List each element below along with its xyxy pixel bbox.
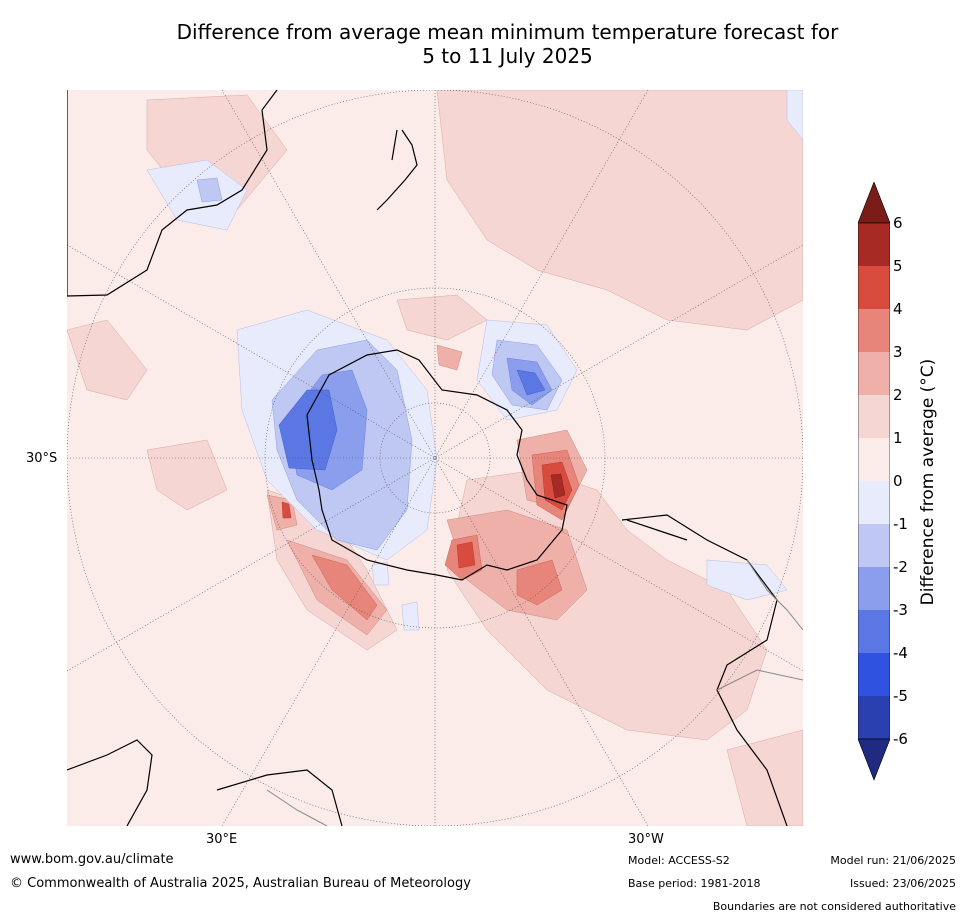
colorbar-bin — [858, 653, 890, 696]
colorbar-tick-label: -6 — [893, 730, 908, 748]
colorbar-bin — [858, 309, 890, 352]
anomaly-minus4-to-minus3-patches — [278, 369, 546, 471]
colorbar-bin — [858, 567, 890, 610]
colorbar-tick-label: 3 — [893, 343, 903, 361]
australia-coastline — [67, 90, 278, 297]
map-title: Difference from average mean minimum tem… — [60, 20, 955, 68]
colorbar-tick-label: -1 — [893, 515, 908, 533]
colorbar-tick-label: 0 — [893, 472, 903, 490]
colorbar-tick-label: -3 — [893, 601, 908, 619]
footer-copyright: © Commonwealth of Australia 2025, Austra… — [10, 876, 471, 891]
colorbar-tick-label: 2 — [893, 386, 903, 404]
colorbar-bin — [858, 610, 890, 653]
colorbar-tick-label: 4 — [893, 300, 903, 318]
title-line-1: Difference from average mean minimum tem… — [176, 20, 839, 44]
lat-label-30s: 30°S — [26, 451, 58, 466]
southern-africa-coastline — [216, 769, 343, 826]
colorbar-bin — [858, 438, 890, 481]
footer-issued: Issued: 23/06/2025 — [849, 877, 956, 890]
colorbar — [858, 182, 890, 781]
anomaly-3-to-4-patches — [311, 449, 580, 621]
colorbar-bin — [858, 352, 890, 395]
anomaly-4-to-5-patches — [281, 461, 573, 569]
footer-website: www.bom.gov.au/climate — [10, 852, 174, 867]
colorbar-tick-label: -5 — [893, 687, 908, 705]
title-line-2: 5 to 11 July 2025 — [422, 44, 593, 68]
footer-disclaimer: Boundaries are not considered authoritat… — [712, 900, 956, 913]
colorbar-bin — [858, 266, 890, 309]
anomaly-map — [67, 90, 803, 826]
colorbar-bin — [858, 223, 890, 266]
colorbar-bin — [858, 696, 890, 739]
colorbar-tick-label: -4 — [893, 644, 908, 662]
footer-base-period: Base period: 1981-2018 — [628, 877, 761, 890]
coastlines — [67, 90, 788, 826]
anomaly-5-to-6-patches — [550, 473, 566, 499]
colorbar-extend-max — [858, 182, 890, 224]
lon-label-30e: 30°E — [206, 832, 238, 847]
colorbar-bin — [858, 395, 890, 438]
colorbar-tick-label: 6 — [893, 214, 903, 232]
country-borders — [266, 559, 803, 826]
lon-label-30w: 30°W — [628, 832, 664, 847]
colorbar-tick-label: 1 — [893, 429, 903, 447]
colorbar-bin — [858, 481, 890, 524]
africa-coastline — [67, 739, 153, 826]
anomaly-1-to-2-patches — [67, 90, 803, 826]
colorbar-title: Difference from average (°C) — [918, 358, 938, 606]
south-america-coastline — [621, 514, 788, 826]
antarctica-coastline — [306, 349, 568, 581]
new-zealand-coastline — [376, 129, 418, 211]
graticule — [67, 90, 803, 826]
colorbar-tick-label: -2 — [893, 558, 908, 576]
footer-model: Model: ACCESS-S2 — [628, 854, 730, 867]
colorbar-bin — [858, 524, 890, 567]
footer-model-run: Model run: 21/06/2025 — [830, 854, 956, 867]
colorbar-extend-min — [858, 738, 890, 781]
colorbar-tick-label: 5 — [893, 257, 903, 275]
